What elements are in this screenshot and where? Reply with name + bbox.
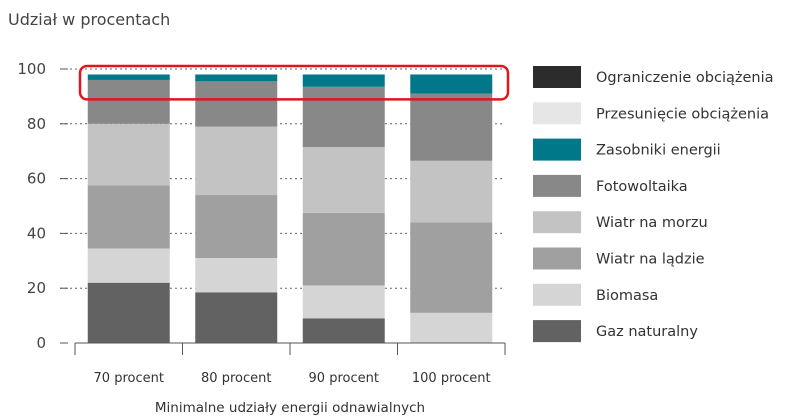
bar-segment-wiatr-na-ladzie-4: [410, 222, 493, 313]
y-axis-unit-label: Udział w procentach: [8, 10, 171, 29]
y-tick-label-20: 20: [27, 279, 46, 297]
bar-segment-wiatr-na-morzu-1: [87, 123, 170, 186]
bar-segment-zasobniki-energii-4: [410, 74, 493, 94]
x-category-label-3: 90 procent: [309, 371, 379, 386]
bar-segment-wiatr-na-morzu-4: [410, 160, 493, 223]
y-tick-label-80: 80: [27, 115, 46, 133]
bar-segment-fotowoltaika-2: [195, 81, 278, 127]
bar-segment-wiatr-na-ladzie-1: [87, 185, 170, 249]
legend-swatch-fotowoltaika: [533, 174, 581, 197]
bar-segment-wiatr-na-morzu-3: [302, 147, 385, 213]
bar-segment-biomasa-2: [195, 258, 278, 293]
x-category-label-1: 70 procent: [94, 371, 164, 386]
legend-swatch-wiatr-na-morzu: [533, 211, 581, 234]
bar-segment-biomasa-3: [302, 285, 385, 319]
y-tick-label-60: 60: [27, 170, 46, 188]
y-tick-label-0: 0: [36, 334, 46, 352]
bar-segment-gaz-naturalny-1: [87, 282, 170, 343]
bar-segment-zasobniki-energii-2: [195, 74, 278, 82]
bar-segment-gaz-naturalny-3: [302, 318, 385, 343]
legend-label-biomasa: Biomasa: [596, 288, 658, 304]
y-tick-label-40: 40: [27, 224, 46, 242]
bar-segment-biomasa-4: [410, 312, 493, 343]
x-category-label-2: 80 procent: [201, 371, 271, 386]
legend-swatch-wiatr-na-ladzie: [533, 247, 581, 270]
legend-label-wiatr-na-ladzie: Wiatr na lądzie: [596, 252, 705, 268]
bar-segment-gaz-naturalny-2: [195, 292, 278, 343]
legend-label-ograniczenie-obciazenia: Ograniczenie obciążenia: [596, 70, 774, 86]
legend-label-gaz-naturalny: Gaz naturalny: [596, 324, 698, 340]
legend-label-przesuniecie-obciazenia: Przesunięcie obciążenia: [596, 106, 769, 122]
legend-swatch-zasobniki-energii: [533, 138, 581, 161]
bar-segment-fotowoltaika-4: [410, 93, 493, 161]
y-tick-label-100: 100: [17, 60, 46, 78]
bar-segment-zasobniki-energii-3: [302, 74, 385, 87]
x-axis-title: Minimalne udziały energii odnawialnych: [155, 400, 425, 416]
legend-swatch-gaz-naturalny: [533, 320, 581, 343]
legend-label-fotowoltaika: Fotowoltaika: [596, 179, 688, 195]
legend-swatch-ograniczenie-obciazenia: [533, 66, 581, 88]
highlight-box: [78, 64, 510, 101]
bar-segment-fotowoltaika-3: [302, 86, 385, 148]
bar-segment-fotowoltaika-1: [87, 79, 170, 124]
bar-segment-wiatr-na-morzu-2: [195, 126, 278, 196]
x-category-label-4: 100 procent: [412, 371, 491, 386]
bar-segment-wiatr-na-ladzie-3: [302, 212, 385, 286]
legend-label-wiatr-na-morzu: Wiatr na morzu: [596, 215, 708, 231]
bar-segment-zasobniki-energii-1: [87, 74, 170, 80]
legend-swatch-biomasa: [533, 283, 581, 306]
legend-label-zasobniki-energii: Zasobniki energii: [596, 143, 721, 159]
bar-segment-biomasa-1: [87, 248, 170, 283]
bar-segment-wiatr-na-ladzie-2: [195, 195, 278, 259]
legend-swatch-przesuniecie-obciazenia: [533, 102, 581, 125]
